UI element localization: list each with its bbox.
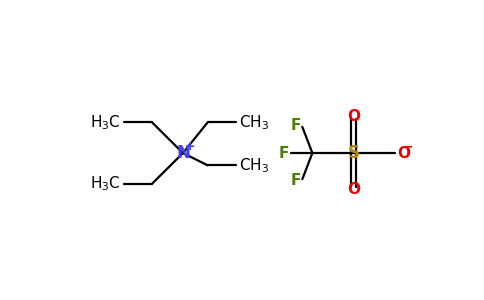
Text: −: − <box>403 140 413 153</box>
Text: F: F <box>278 146 289 160</box>
Text: S: S <box>348 144 360 162</box>
Text: $\mathregular{CH_3}$: $\mathregular{CH_3}$ <box>239 156 269 175</box>
Text: N: N <box>176 144 190 162</box>
Text: $\mathregular{CH_3}$: $\mathregular{CH_3}$ <box>239 113 269 132</box>
Text: F: F <box>291 173 301 188</box>
Text: O: O <box>397 146 410 160</box>
Text: $\mathregular{H_3C}$: $\mathregular{H_3C}$ <box>91 175 121 193</box>
Text: +: + <box>184 140 195 153</box>
Text: O: O <box>347 182 360 197</box>
Text: O: O <box>347 109 360 124</box>
Text: F: F <box>291 118 301 133</box>
Text: $\mathregular{H_3C}$: $\mathregular{H_3C}$ <box>91 113 121 132</box>
